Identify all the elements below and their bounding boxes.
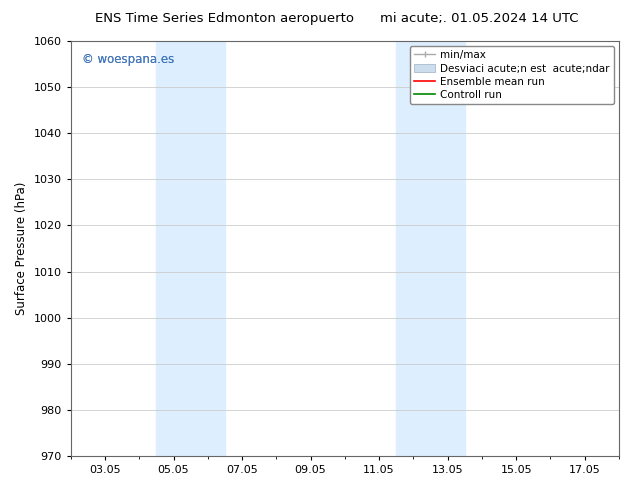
Text: ENS Time Series Edmonton aeropuerto: ENS Time Series Edmonton aeropuerto <box>95 12 354 25</box>
Text: mi acute;. 01.05.2024 14 UTC: mi acute;. 01.05.2024 14 UTC <box>380 12 579 25</box>
Bar <box>396 41 465 456</box>
Bar <box>157 41 225 456</box>
Text: © woespana.es: © woespana.es <box>82 53 174 67</box>
Y-axis label: Surface Pressure (hPa): Surface Pressure (hPa) <box>15 182 28 315</box>
Legend: min/max, Desviaci acute;n est  acute;ndar, Ensemble mean run, Controll run: min/max, Desviaci acute;n est acute;ndar… <box>410 46 614 104</box>
Text: © woespana.es: © woespana.es <box>82 53 174 67</box>
